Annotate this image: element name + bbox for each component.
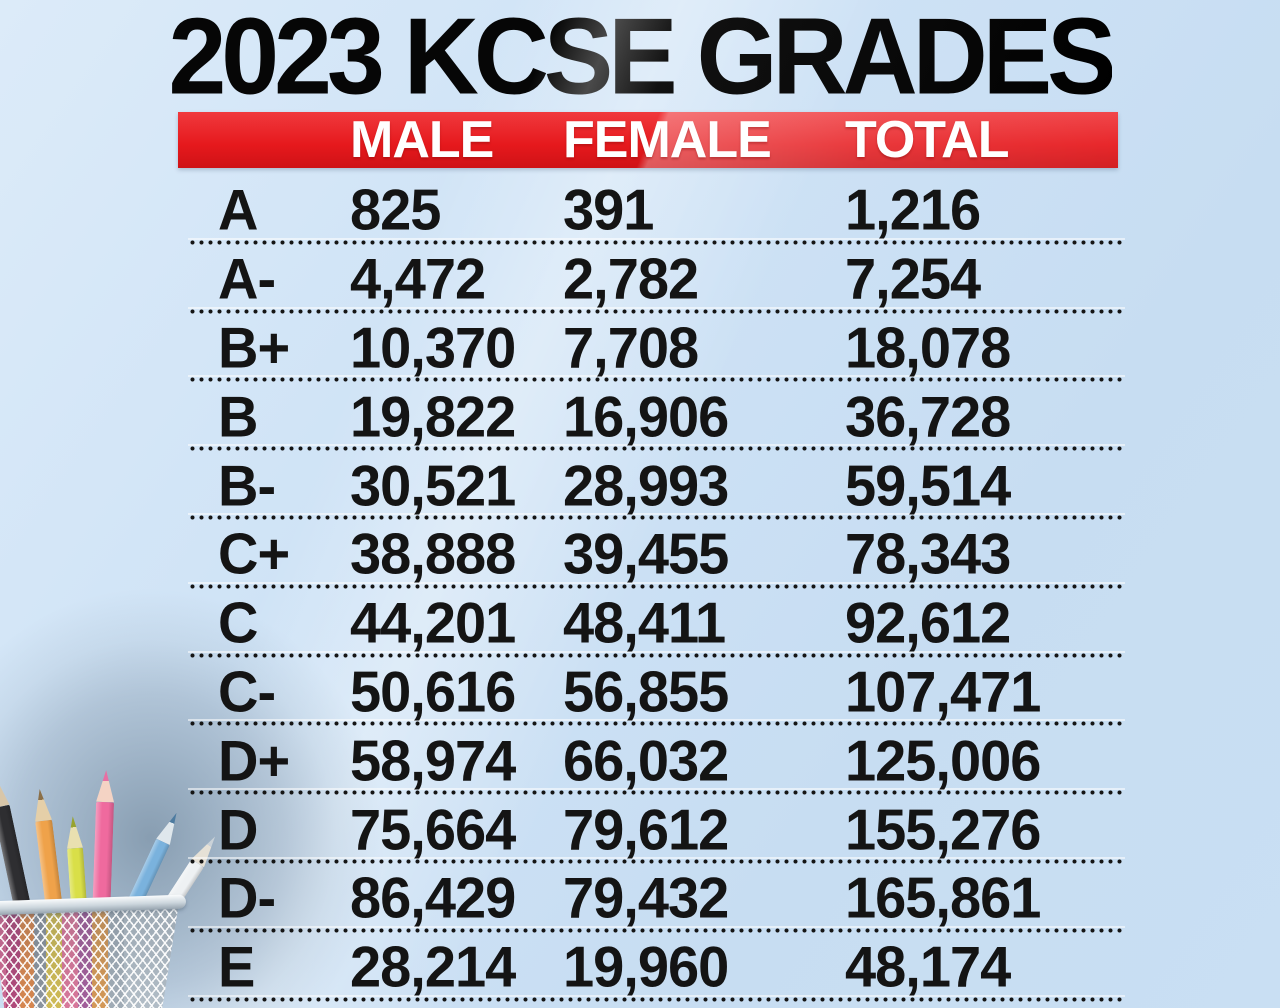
female-cell: 28,993 [563,452,729,518]
table-row: D+ 58,974 66,032 125,006 [0,726,1280,795]
male-cell: 30,521 [350,452,516,518]
grade-cell: C- [218,659,276,724]
male-cell: 28,214 [350,934,516,999]
total-cell: 125,006 [845,728,1041,793]
table-row: A 825 391 1,216 [0,176,1280,245]
grade-cell: D+ [218,728,290,793]
female-cell: 7,708 [563,315,699,380]
male-cell: 4,472 [350,246,486,311]
total-cell: 36,728 [845,384,1011,449]
female-cell: 391 [563,177,654,243]
grade-cell: B [218,384,258,449]
grade-cell: E [218,934,255,999]
total-cell: 107,471 [845,659,1041,724]
male-cell: 58,974 [350,728,516,793]
total-cell: 165,861 [845,865,1041,930]
table-header-banner: MALE FEMALE TOTAL [178,112,1118,168]
table-row: D 75,664 79,612 155,276 [0,795,1280,864]
column-header-male: MALE [350,111,494,169]
table-row: D- 86,429 79,432 165,861 [0,864,1280,933]
table-row: B+ 10,370 7,708 18,078 [0,314,1280,383]
grade-cell: A- [218,246,276,311]
total-cell: 7,254 [845,246,981,311]
male-cell: 38,888 [350,521,516,586]
table-row: E 28,214 19,960 48,174 [0,933,1280,1002]
total-cell: 92,612 [845,590,1011,655]
female-cell: 56,855 [563,659,729,724]
male-cell: 50,616 [350,659,516,724]
male-cell: 44,201 [350,590,516,655]
grade-cell: B- [218,452,276,518]
male-cell: 825 [350,177,441,243]
grade-cell: D [218,796,258,862]
total-cell: 1,216 [845,177,981,243]
female-cell: 66,032 [563,728,729,793]
female-cell: 16,906 [563,384,729,449]
male-cell: 10,370 [350,315,516,380]
total-cell: 18,078 [845,315,1011,380]
table-row: B 19,822 16,906 36,728 [0,382,1280,451]
table-row: B- 30,521 28,993 59,514 [0,451,1280,520]
male-cell: 75,664 [350,796,516,862]
table-row: C 44,201 48,411 92,612 [0,589,1280,658]
column-header-female: FEMALE [563,111,772,169]
grade-cell: D- [218,865,276,930]
grade-cell: B+ [218,315,290,380]
female-cell: 2,782 [563,246,699,311]
female-cell: 19,960 [563,934,729,999]
grades-table: A 825 391 1,216 A- 4,472 2,782 7,254 B+ … [0,176,1280,1002]
male-cell: 19,822 [350,384,516,449]
grade-cell: A [218,177,258,243]
male-cell: 86,429 [350,865,516,930]
female-cell: 79,612 [563,796,729,862]
total-cell: 155,276 [845,796,1041,862]
page-title: 2023 KCSE GRADES [168,0,1116,118]
total-cell: 59,514 [845,452,1011,518]
grade-cell: C+ [218,521,290,586]
column-header-total: TOTAL [845,111,1010,169]
grade-cell: C [218,590,258,655]
female-cell: 79,432 [563,865,729,930]
total-cell: 48,174 [845,934,1011,999]
total-cell: 78,343 [845,521,1011,586]
table-row: C+ 38,888 39,455 78,343 [0,520,1280,589]
table-row: A- 4,472 2,782 7,254 [0,245,1280,314]
female-cell: 48,411 [563,590,726,655]
female-cell: 39,455 [563,521,729,586]
table-row: C- 50,616 56,855 107,471 [0,658,1280,727]
